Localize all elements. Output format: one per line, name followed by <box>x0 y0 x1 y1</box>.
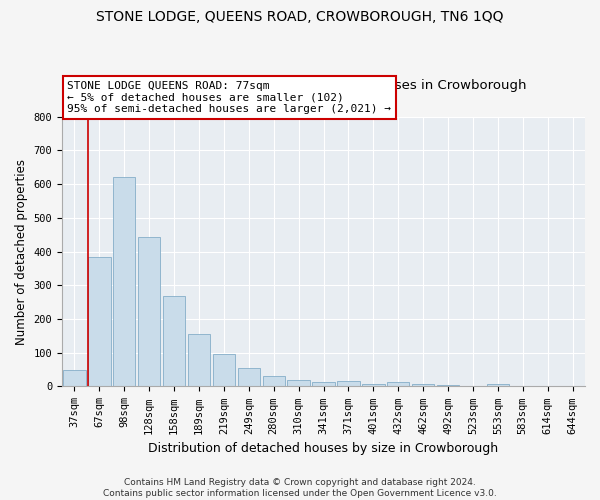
Bar <box>437 385 459 386</box>
Bar <box>487 384 509 386</box>
Bar <box>313 382 335 386</box>
Bar <box>88 256 110 386</box>
Text: Contains HM Land Registry data © Crown copyright and database right 2024.
Contai: Contains HM Land Registry data © Crown c… <box>103 478 497 498</box>
Bar <box>188 334 210 386</box>
Bar <box>412 384 434 386</box>
Bar <box>63 370 86 386</box>
Title: Size of property relative to detached houses in Crowborough: Size of property relative to detached ho… <box>120 79 527 92</box>
Bar <box>163 296 185 386</box>
Bar <box>387 382 409 386</box>
X-axis label: Distribution of detached houses by size in Crowborough: Distribution of detached houses by size … <box>148 442 499 455</box>
Bar <box>113 178 136 386</box>
Bar <box>287 380 310 386</box>
Bar <box>362 384 385 386</box>
Bar <box>337 382 359 386</box>
Bar <box>238 368 260 386</box>
Bar <box>212 354 235 386</box>
Bar <box>138 238 160 386</box>
Y-axis label: Number of detached properties: Number of detached properties <box>15 158 28 344</box>
Bar <box>263 376 285 386</box>
Text: STONE LODGE, QUEENS ROAD, CROWBOROUGH, TN6 1QQ: STONE LODGE, QUEENS ROAD, CROWBOROUGH, T… <box>96 10 504 24</box>
Text: STONE LODGE QUEENS ROAD: 77sqm
← 5% of detached houses are smaller (102)
95% of : STONE LODGE QUEENS ROAD: 77sqm ← 5% of d… <box>67 81 391 114</box>
